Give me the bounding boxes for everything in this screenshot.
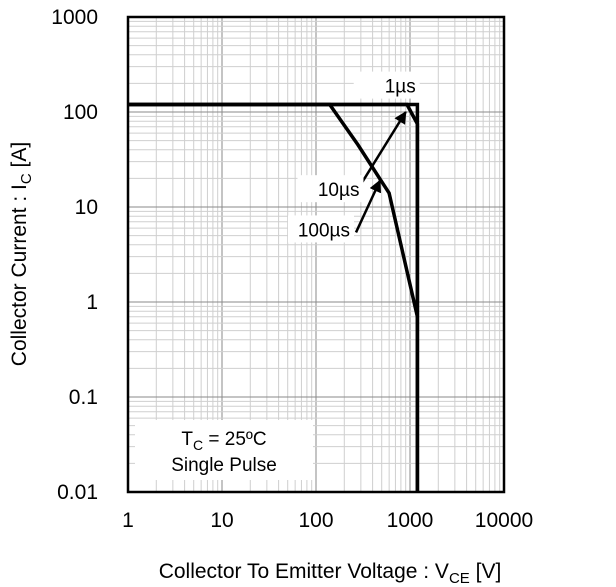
condition-temperature: TC = 25ºC: [181, 429, 266, 453]
y-axis-label: Collector Current : IC [A]: [8, 142, 35, 366]
tick-labels: 1 10 100 1000 10000 0.01 0.1 1 10 100 1000: [51, 6, 533, 532]
x-axis-label: Collector To Emitter Voltage : VCE [V]: [159, 560, 502, 587]
y-tick-label: 100: [63, 101, 98, 124]
plot-frame: [126, 15, 506, 494]
series-layer: [128, 102, 420, 492]
annotations: 1µs 10µs 100µs: [288, 71, 420, 243]
annotation-label-3: 100µs: [298, 220, 350, 241]
y-tick-label: 10: [75, 196, 98, 219]
y-tick-label: 1000: [51, 6, 98, 29]
x-tick-label: 10: [210, 509, 233, 532]
annotation-arrow-3: [354, 179, 382, 233]
x-tick-label: 1000: [387, 509, 434, 532]
x-tick-label: 10000: [475, 509, 533, 532]
annotation-bg-2: [297, 175, 364, 203]
x-tick-label: 100: [298, 509, 333, 532]
annotation-label-2: 10µs: [318, 180, 360, 201]
y-tick-label: 0.1: [69, 386, 98, 409]
annotation-label-1: 1µs: [385, 77, 416, 98]
grid: [127, 17, 504, 493]
annotation-bg-1: [353, 71, 420, 99]
series-line-3: [128, 102, 420, 318]
y-tick-label: 1: [86, 291, 98, 314]
condition-pulse: Single Pulse: [171, 455, 277, 476]
annotation-arrow-2: [354, 110, 407, 193]
annotation-bg-3: [288, 215, 355, 243]
y-tick-label: 0.01: [57, 481, 98, 504]
condition-box: TC = 25ºC Single Pulse: [135, 420, 313, 480]
x-tick-label: 1: [122, 509, 134, 532]
